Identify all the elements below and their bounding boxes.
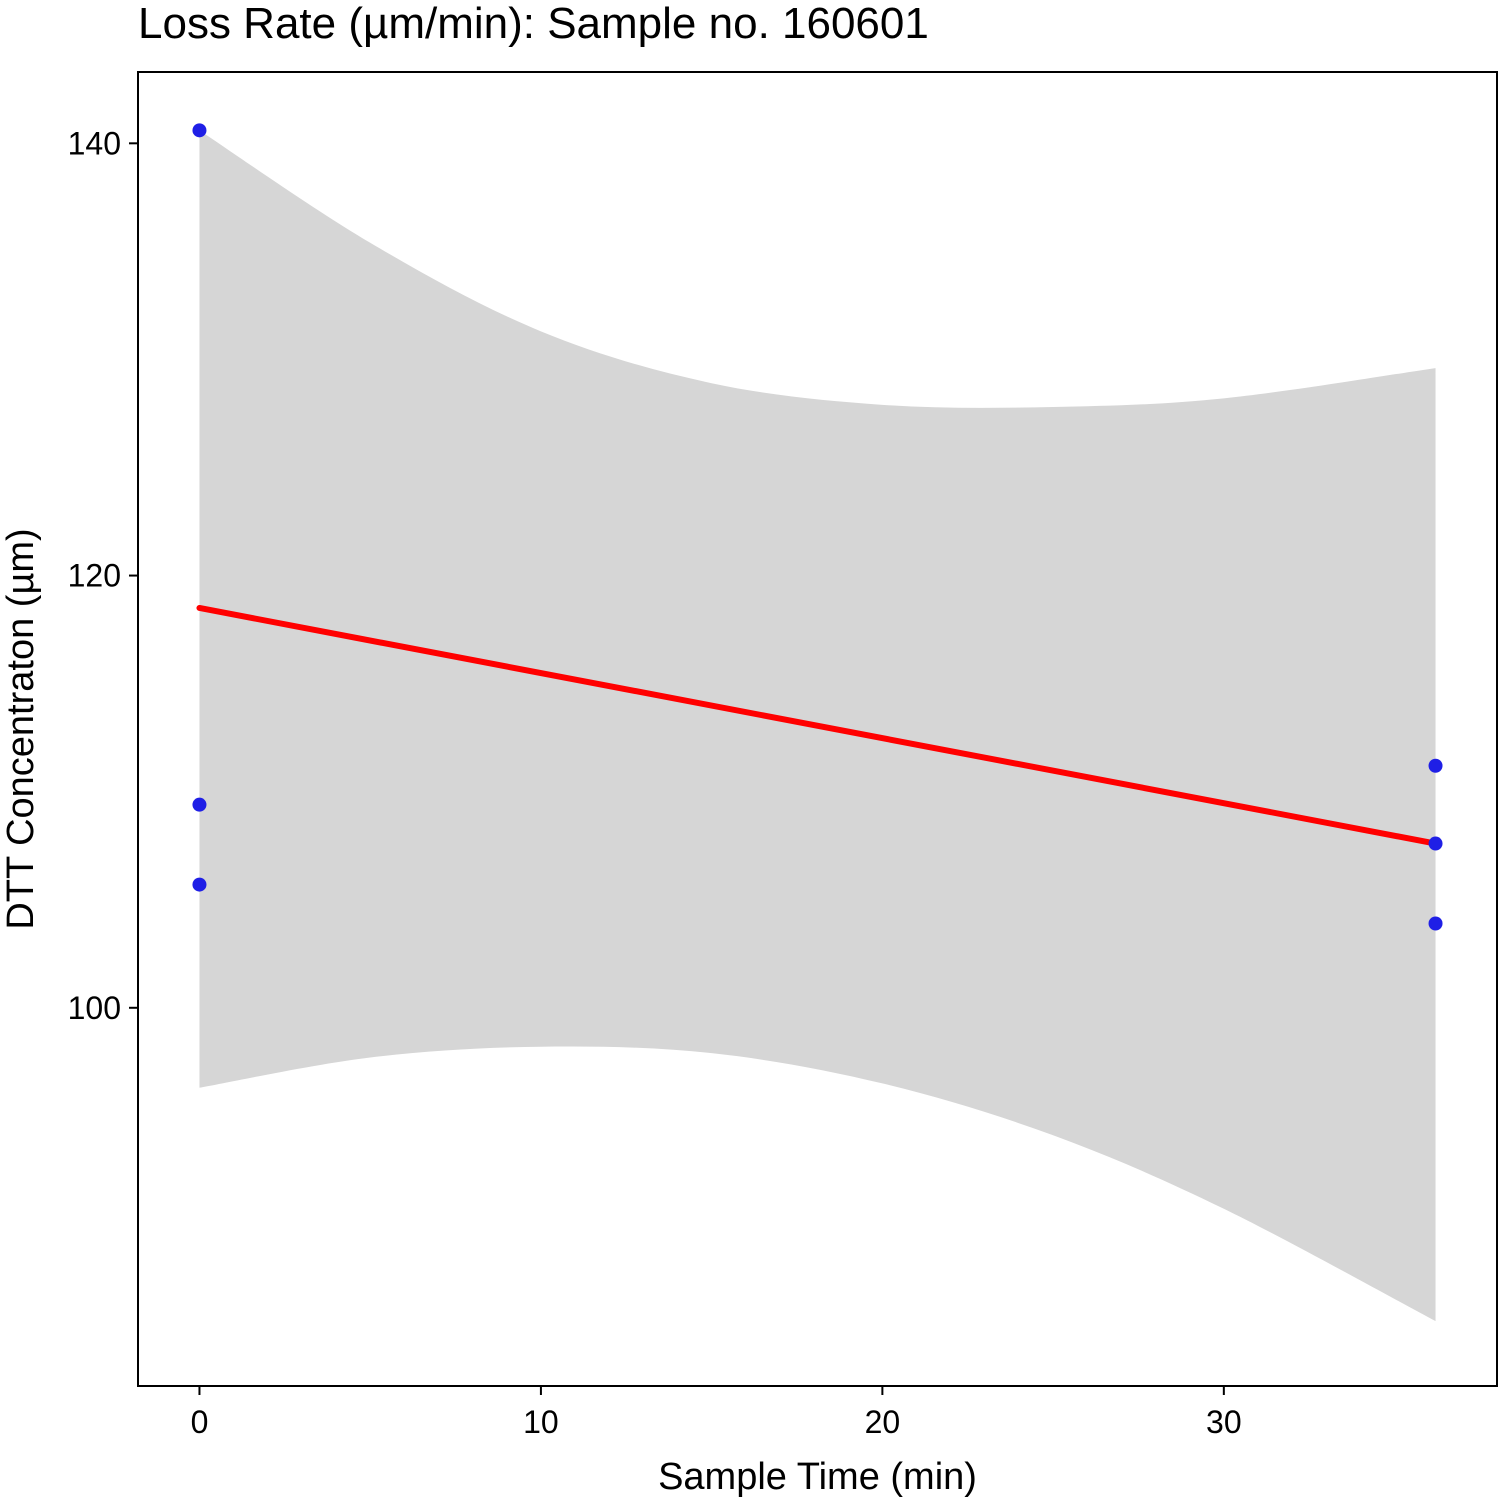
plot-border <box>137 71 1498 1387</box>
data-point-4 <box>1428 758 1443 773</box>
y-tick-label-100: 100 <box>68 990 121 1026</box>
x-tick-label-30: 30 <box>1206 1404 1242 1440</box>
x-tick-label-0: 0 <box>191 1404 209 1440</box>
chart-title: Loss Rate (µm/min): Sample no. 160601 <box>138 0 929 48</box>
x-axis-title: Sample Time (min) <box>658 1456 977 1498</box>
y-axis-title: DTT Concentraton (µm) <box>0 528 42 929</box>
data-point-5 <box>1428 836 1443 851</box>
y-tick-label-120: 120 <box>68 558 121 594</box>
y-tick-label-140: 140 <box>68 125 121 161</box>
data-point-6 <box>1428 916 1443 931</box>
regression-line <box>196 604 1439 847</box>
data-point-2 <box>192 797 207 812</box>
data-point-3 <box>192 877 207 892</box>
axes: 0 10 20 30 100 120 140 <box>68 125 1242 1440</box>
plot-area <box>192 123 1443 1322</box>
data-point-1 <box>192 123 207 138</box>
x-tick-label-20: 20 <box>865 1404 901 1440</box>
x-tick-label-10: 10 <box>523 1404 559 1440</box>
